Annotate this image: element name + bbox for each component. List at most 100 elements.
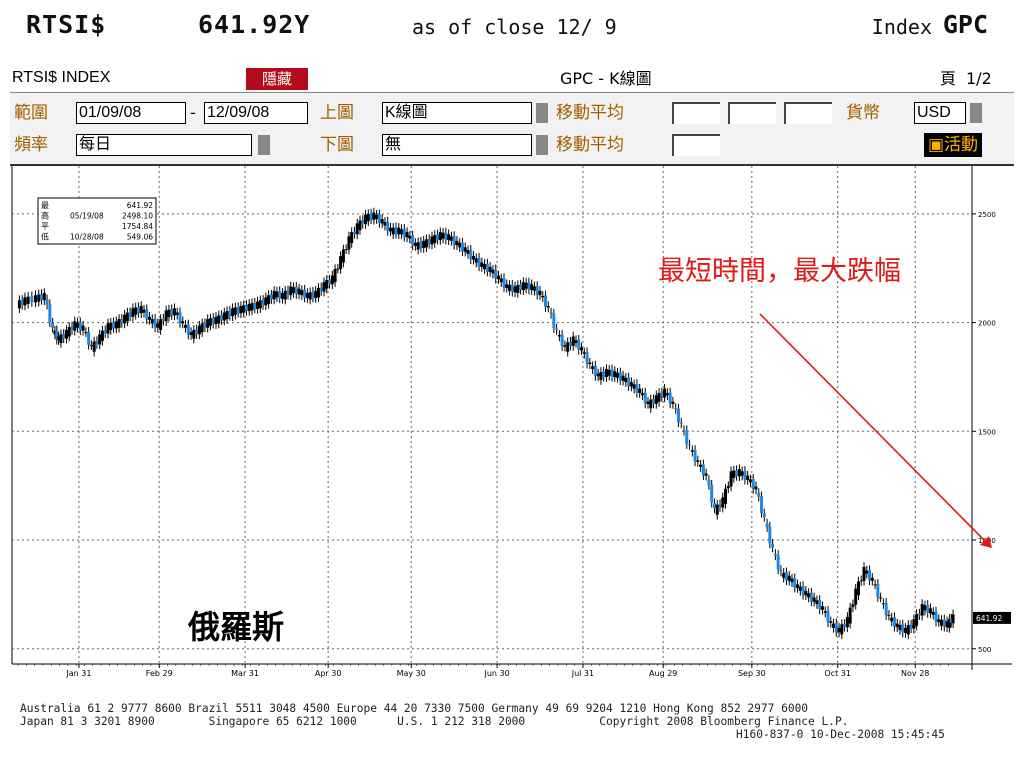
candle-body <box>336 268 340 270</box>
page-label: 頁 <box>940 69 957 88</box>
last-value-tag <box>973 611 1011 624</box>
candle-body <box>582 352 586 354</box>
candle-body <box>377 214 381 223</box>
upper-chart-dropdown[interactable] <box>536 103 548 123</box>
candle-body <box>801 586 805 595</box>
candle-body <box>195 329 199 334</box>
candle-body <box>787 575 791 581</box>
candle-body <box>120 318 124 324</box>
candle-body <box>604 369 608 378</box>
candle-body <box>748 479 752 483</box>
lower-chart-dropdown[interactable] <box>536 135 548 155</box>
x-tick-label: Aug 29 <box>649 669 677 678</box>
candle-body <box>710 484 714 503</box>
ma-input-2[interactable] <box>728 102 776 124</box>
candle-body <box>419 241 423 248</box>
candle-body <box>438 232 442 241</box>
candle-body <box>870 577 874 581</box>
candle-body <box>588 362 592 365</box>
candle-body <box>197 325 201 335</box>
candle-body <box>773 553 777 556</box>
candle-body <box>552 313 556 329</box>
candle-body <box>181 321 185 324</box>
candle-body <box>214 316 218 325</box>
candle-body <box>718 504 722 508</box>
candle-body <box>217 315 221 324</box>
frequency-field[interactable]: 每日 <box>76 134 252 156</box>
y-tick-label: 2500 <box>978 211 996 219</box>
candle-body <box>394 227 398 234</box>
candle-body <box>701 464 705 476</box>
candle-body <box>424 239 428 248</box>
candle-body <box>549 312 553 315</box>
candle-body <box>845 617 849 628</box>
candle-body <box>203 323 207 328</box>
candle-body <box>754 486 758 490</box>
last-value: 641.92Y <box>198 10 311 39</box>
title-bar: RTSI$ INDEX 隱藏 GPC - K線圖 頁 1/2 <box>10 66 1014 93</box>
candle-body <box>242 305 246 313</box>
x-tick-label: Jan 31 <box>65 669 91 678</box>
candle-body <box>895 623 899 628</box>
candle-body <box>250 303 254 311</box>
candle-body <box>460 242 464 252</box>
candle-body <box>771 543 775 548</box>
candle-body <box>222 312 226 321</box>
date-to-field[interactable]: 12/09/08 <box>204 102 308 124</box>
candle-body <box>449 236 453 241</box>
candle-body <box>834 623 838 632</box>
candle-body <box>879 597 883 599</box>
candle-body <box>618 372 622 381</box>
candle-body <box>887 614 891 616</box>
candle-body <box>114 321 118 329</box>
upper-chart-field[interactable]: K線圖 <box>382 102 532 124</box>
candle-body <box>136 307 140 313</box>
candle-body <box>674 408 678 410</box>
candle-body <box>142 309 146 313</box>
function-code: GPC <box>942 10 988 39</box>
ma-input-1[interactable] <box>672 102 720 124</box>
candle-body <box>17 300 21 309</box>
candle-body <box>283 290 287 300</box>
summary-value: 641.92 <box>127 201 153 210</box>
active-button[interactable]: ▣活動 <box>924 133 983 157</box>
candle-body <box>865 570 869 574</box>
last-value-tag-label: 641.92 <box>976 614 1002 623</box>
x-tick-label: Mar 31 <box>231 669 259 678</box>
candle-body <box>347 236 351 250</box>
date-from-field[interactable]: 01/09/08 <box>76 102 186 124</box>
ma-input-3[interactable] <box>784 102 832 124</box>
ma-input-4[interactable] <box>672 134 720 156</box>
candle-body <box>557 335 561 337</box>
candle-body <box>779 569 783 572</box>
candle-body <box>535 286 539 295</box>
candle-body <box>751 478 755 490</box>
currency-field[interactable]: USD <box>914 102 966 124</box>
hide-button[interactable]: 隱藏 <box>246 68 308 90</box>
candle-body <box>530 284 534 291</box>
candle-body <box>441 232 445 239</box>
lower-chart-field[interactable]: 無 <box>382 134 532 156</box>
candle-body <box>585 352 589 364</box>
summary-box: 最 641.92 高 05/19/08 2498.10 平 1754.84 低 10/28/08… <box>37 197 157 245</box>
security-field[interactable]: RTSI$ INDEX <box>10 68 246 90</box>
candle-body <box>668 392 672 404</box>
candle-body <box>712 503 716 509</box>
candle-body <box>352 231 356 234</box>
chart-grid <box>11 166 1012 670</box>
candle-body <box>225 311 229 320</box>
summary-icon: 低 <box>41 232 49 242</box>
candle-body <box>78 322 82 331</box>
candle-body <box>258 300 262 309</box>
candle-body <box>380 219 384 224</box>
currency-label: 貨幣 <box>846 103 880 123</box>
candle-body <box>688 444 692 446</box>
candle-body <box>278 291 282 299</box>
currency-dropdown[interactable] <box>970 103 982 123</box>
candle-body <box>386 221 390 231</box>
frequency-dropdown[interactable] <box>258 135 270 155</box>
footer-contacts-1: Australia 61 2 9777 8600 Brazil 5511 304… <box>20 702 809 715</box>
candle-body <box>541 295 545 298</box>
candle-body <box>762 513 766 517</box>
candle-body <box>915 614 919 626</box>
